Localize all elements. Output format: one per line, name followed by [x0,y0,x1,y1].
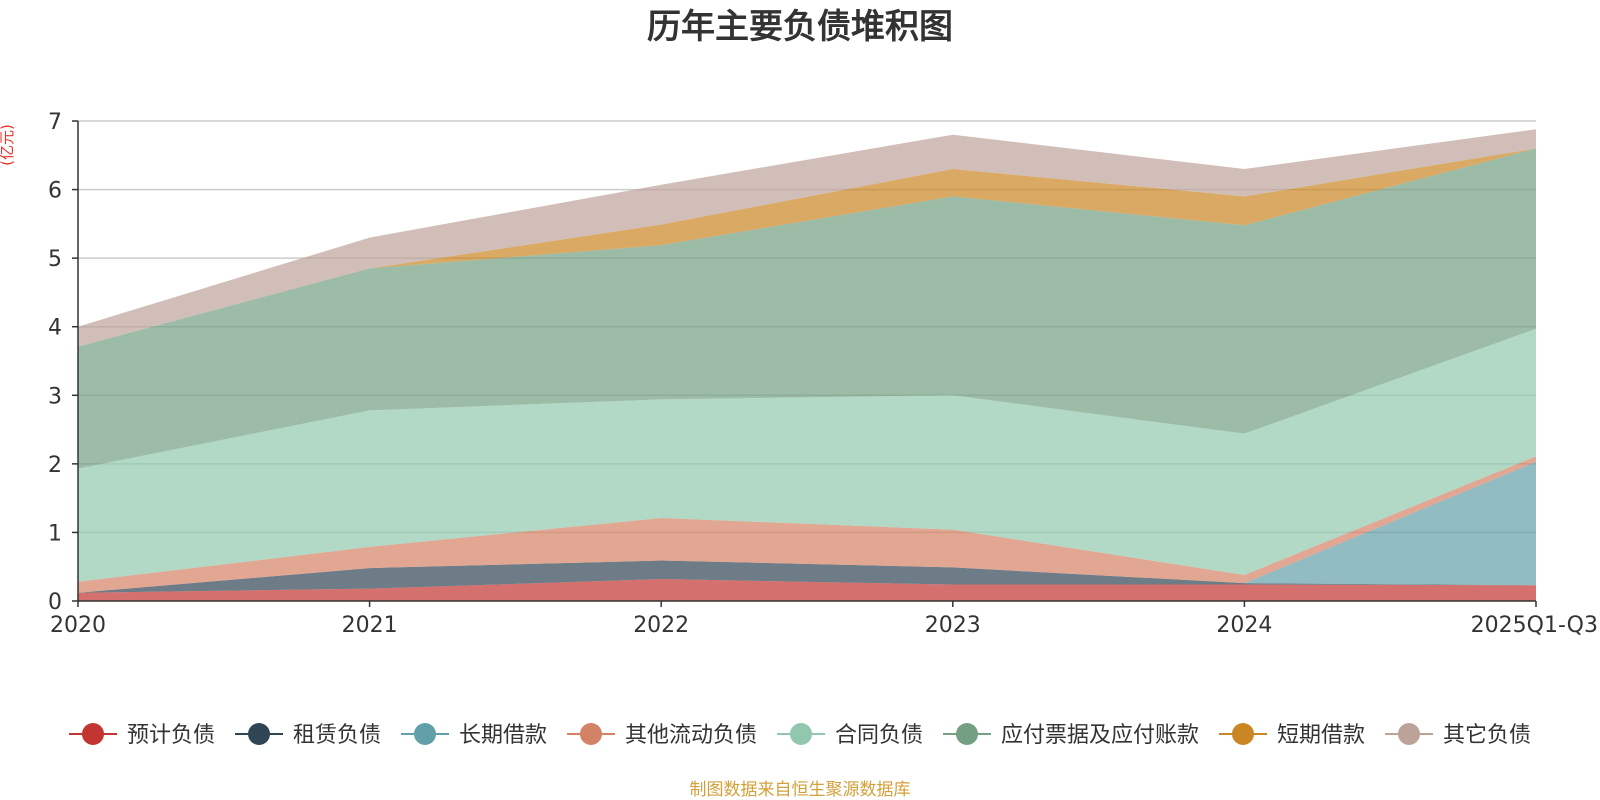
y-tick-label: 4 [48,316,62,341]
y-axis-unit-label: (亿元) [0,124,16,166]
legend-item-0[interactable]: 预计负债 [69,723,215,748]
y-tick-label: 7 [48,110,62,135]
legend-label: 合同负债 [835,723,923,748]
legend-swatch-marker [1232,723,1254,745]
x-tick-label: 2023 [925,613,981,638]
x-tick-label: 2024 [1216,613,1272,638]
legend-item-6[interactable]: 短期借款 [1219,723,1365,748]
area-series-6 [78,148,1536,347]
x-tick-label: 2021 [342,613,398,638]
y-tick-label: 1 [48,521,62,546]
legend-label: 租赁负债 [293,723,381,748]
legend-item-4[interactable]: 合同负债 [777,723,923,748]
legend-item-5[interactable]: 应付票据及应付账款 [943,723,1199,748]
legend-swatch-marker [248,723,270,745]
legend-swatch-marker [580,723,602,745]
chart-title: 历年主要负债堆积图 [647,7,953,47]
legend-label: 长期借款 [459,723,547,748]
y-tick-label: 3 [48,384,62,409]
area-series-group [78,129,1536,601]
area-series-5 [78,148,1536,469]
x-tick-label: 2025Q1-Q3 [1471,613,1598,638]
legend-item-7[interactable]: 其它负债 [1385,723,1531,748]
legend: 预计负债 租赁负债 长期借款 其他流动负债 合同负债 应付票据及应付账款 短期借款 其它负债 [69,723,1531,748]
legend-label: 预计负债 [127,723,215,748]
axes: 0 1 2 3 4 5 6 7 2020 2021 2022 2023 2024 2025Q1-Q3 [48,110,1598,638]
area-series-3 [78,456,1536,593]
legend-item-3[interactable]: 其他流动负债 [567,723,757,748]
x-tick-label: 2022 [633,613,689,638]
legend-swatch-marker [1398,723,1420,745]
area-series-1 [78,560,1536,593]
y-tick-label: 2 [48,453,62,478]
area-series-2 [78,461,1536,593]
legend-label: 短期借款 [1277,723,1365,748]
legend-swatch-marker [82,723,104,745]
source-note: 制图数据来自恒生聚源数据库 [690,780,911,800]
y-tick-label: 5 [48,247,62,272]
y-tick-label: 6 [48,179,62,204]
legend-label: 应付票据及应付账款 [1001,723,1199,748]
legend-item-2[interactable]: 长期借款 [401,723,547,748]
legend-swatch-marker [790,723,812,745]
legend-item-1[interactable]: 租赁负债 [235,723,381,748]
x-tick-label: 2020 [50,613,106,638]
legend-swatch-marker [414,723,436,745]
y-tick-label: 0 [48,590,62,615]
legend-swatch-marker [956,723,978,745]
legend-label: 其他流动负债 [625,723,757,748]
area-series-7 [78,129,1536,347]
area-series-4 [78,328,1536,582]
legend-label: 其它负债 [1443,723,1531,748]
